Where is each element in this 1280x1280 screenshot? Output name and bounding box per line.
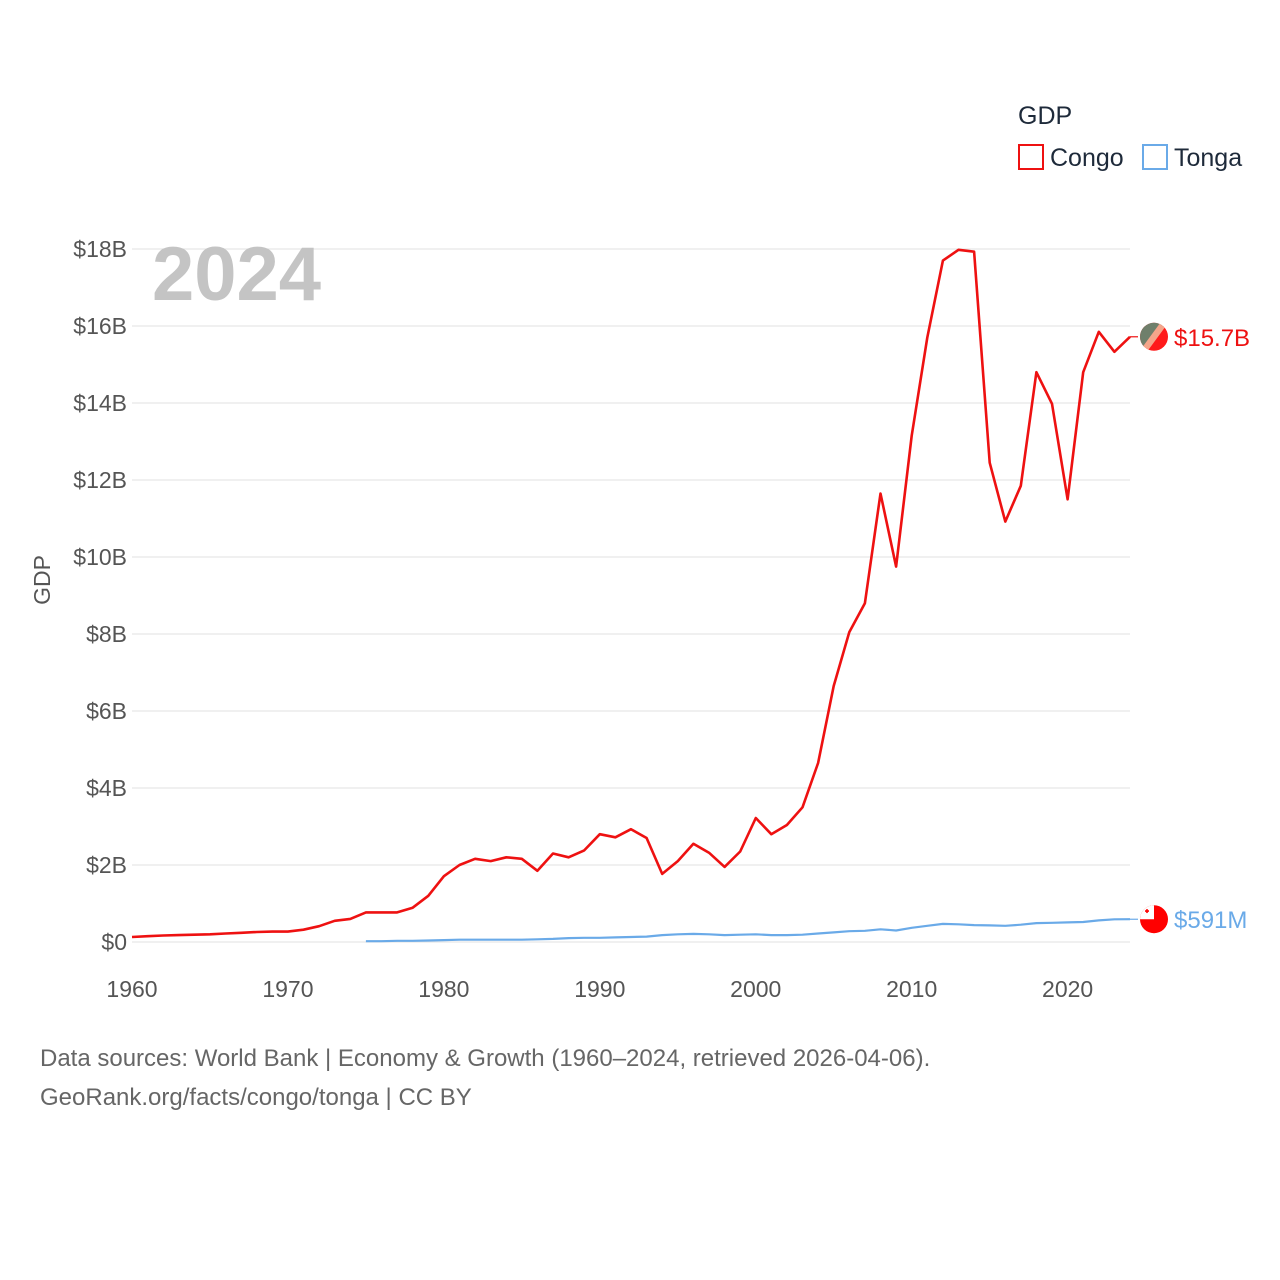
y-tick-label: $4B [86, 775, 127, 801]
y-tick-label: $6B [86, 698, 127, 724]
congo-flag-icon [1140, 322, 1168, 351]
x-tick-label: 1960 [106, 976, 157, 1002]
series-line-congo[interactable] [131, 248, 1131, 939]
x-tick-label: 1980 [418, 976, 469, 1002]
y-axis-title: GDP [29, 555, 55, 605]
x-tick-label: 1970 [262, 976, 313, 1002]
legend-title: GDP [1018, 102, 1072, 130]
x-tick-label: 1990 [574, 976, 625, 1002]
y-tick-label: $2B [86, 852, 127, 878]
y-tick-label: $14B [73, 390, 127, 416]
end-label-congo: $15.7B [1174, 325, 1250, 352]
gdp-line-chart: $0$2B$4B$6B$8B$10B$12B$14B$16B$18B 1960 1… [29, 102, 1250, 1002]
x-tick-label: 2000 [730, 976, 781, 1002]
series-end-markers: $15.7B $591M [1130, 322, 1250, 934]
y-tick-label: $8B [86, 621, 127, 647]
x-tick-label: 2020 [1042, 976, 1093, 1002]
y-tick-label: $18B [73, 236, 127, 262]
footer-attribution: GeoRank.org/facts/congo/tonga | CC BY [40, 1084, 472, 1111]
x-tick-label: 2010 [886, 976, 937, 1002]
legend-item-congo[interactable]: Congo [1018, 144, 1124, 172]
y-axis-ticks: $0 $2B $4B $6B $8B $10B $12B $14B $16B $18B [73, 236, 127, 955]
legend: GDP Congo Tonga [1018, 102, 1242, 172]
footer-sources: Data sources: World Bank | Economy & Gro… [40, 1045, 931, 1072]
legend-label-tonga: Tonga [1174, 144, 1242, 172]
y-tick-label: $12B [73, 467, 127, 493]
tonga-flag-icon [1140, 905, 1168, 934]
x-axis-ticks: 1960 1970 1980 1990 2000 2010 2020 [106, 976, 1093, 1002]
y-tick-label: $0 [101, 929, 127, 955]
year-label: 2024 [152, 232, 321, 317]
legend-item-tonga[interactable]: Tonga [1142, 144, 1242, 172]
legend-label-congo: Congo [1050, 144, 1124, 172]
series-line-tonga[interactable] [365, 918, 1131, 943]
y-tick-label: $10B [73, 544, 127, 570]
legend-swatch-congo [1018, 144, 1044, 170]
legend-swatch-tonga [1142, 144, 1168, 170]
series-lines [131, 248, 1131, 943]
y-tick-label: $16B [73, 313, 127, 339]
gridlines [132, 248, 1130, 943]
end-label-tonga: $591M [1174, 907, 1247, 934]
